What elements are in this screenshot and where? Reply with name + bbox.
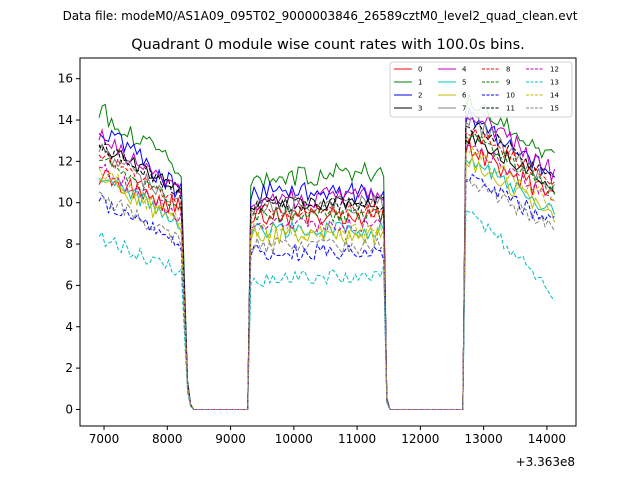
legend-label-14: 14: [550, 92, 559, 100]
y-tick-label: 8: [65, 237, 73, 251]
x-axis: 7000 8000 9000 10000 11000 12000 13000 14000: [89, 426, 566, 446]
legend-box: [389, 61, 573, 118]
plot-frame: [79, 57, 577, 427]
y-tick-label: 6: [65, 278, 73, 292]
y-tick-label: 16: [58, 72, 73, 86]
legend-label-8: 8: [506, 66, 510, 74]
series-line-10: [98, 173, 555, 410]
legend-label-5: 5: [462, 79, 466, 87]
series-line-7: [98, 110, 555, 410]
legend-label-13: 13: [550, 79, 559, 87]
chart-title: Quadrant 0 module wise count rates with …: [131, 37, 525, 53]
legend-label-15: 15: [550, 105, 559, 113]
x-tick-label: 7000: [89, 432, 120, 446]
plot-area: [98, 94, 555, 410]
figure-suptitle: Data file: modeM0/AS1A09_095T02_90000038…: [63, 9, 578, 23]
legend-label-12: 12: [550, 66, 559, 74]
legend-label-2: 2: [418, 92, 422, 100]
legend-label-0: 0: [418, 66, 422, 74]
x-tick-label: 13000: [465, 432, 503, 446]
y-axis: 0 2 4 6 8 10 12 14 16: [58, 72, 80, 416]
y-tick-label: 4: [65, 320, 73, 334]
legend-label-4: 4: [462, 66, 467, 74]
legend-label-11: 11: [506, 105, 515, 113]
legend-label-6: 6: [462, 92, 467, 100]
x-axis-offset-label: +3.363e8: [516, 455, 575, 469]
x-tick-label: 12000: [401, 432, 439, 446]
series-line-15: [98, 178, 555, 410]
series-line-11: [98, 122, 555, 410]
series-line-9: [98, 133, 555, 410]
x-tick-label: 10000: [275, 432, 313, 446]
legend-label-9: 9: [506, 79, 510, 87]
x-tick-label: 8000: [152, 432, 183, 446]
series-line-14: [98, 145, 555, 410]
y-tick-label: 2: [65, 361, 73, 375]
series-line-12: [98, 144, 555, 410]
legend-label-1: 1: [418, 79, 422, 87]
y-tick-label: 12: [58, 154, 73, 168]
series-line-13: [98, 209, 555, 410]
x-tick-label: 14000: [528, 432, 566, 446]
y-tick-label: 14: [58, 113, 73, 127]
y-tick-label: 10: [58, 196, 73, 210]
y-tick-label: 0: [65, 402, 73, 416]
legend-label-3: 3: [418, 105, 422, 113]
legend-label-7: 7: [462, 105, 466, 113]
legend-label-10: 10: [506, 92, 515, 100]
x-tick-label: 9000: [215, 432, 246, 446]
series-line-8: [98, 127, 555, 410]
x-tick-label: 11000: [338, 432, 376, 446]
